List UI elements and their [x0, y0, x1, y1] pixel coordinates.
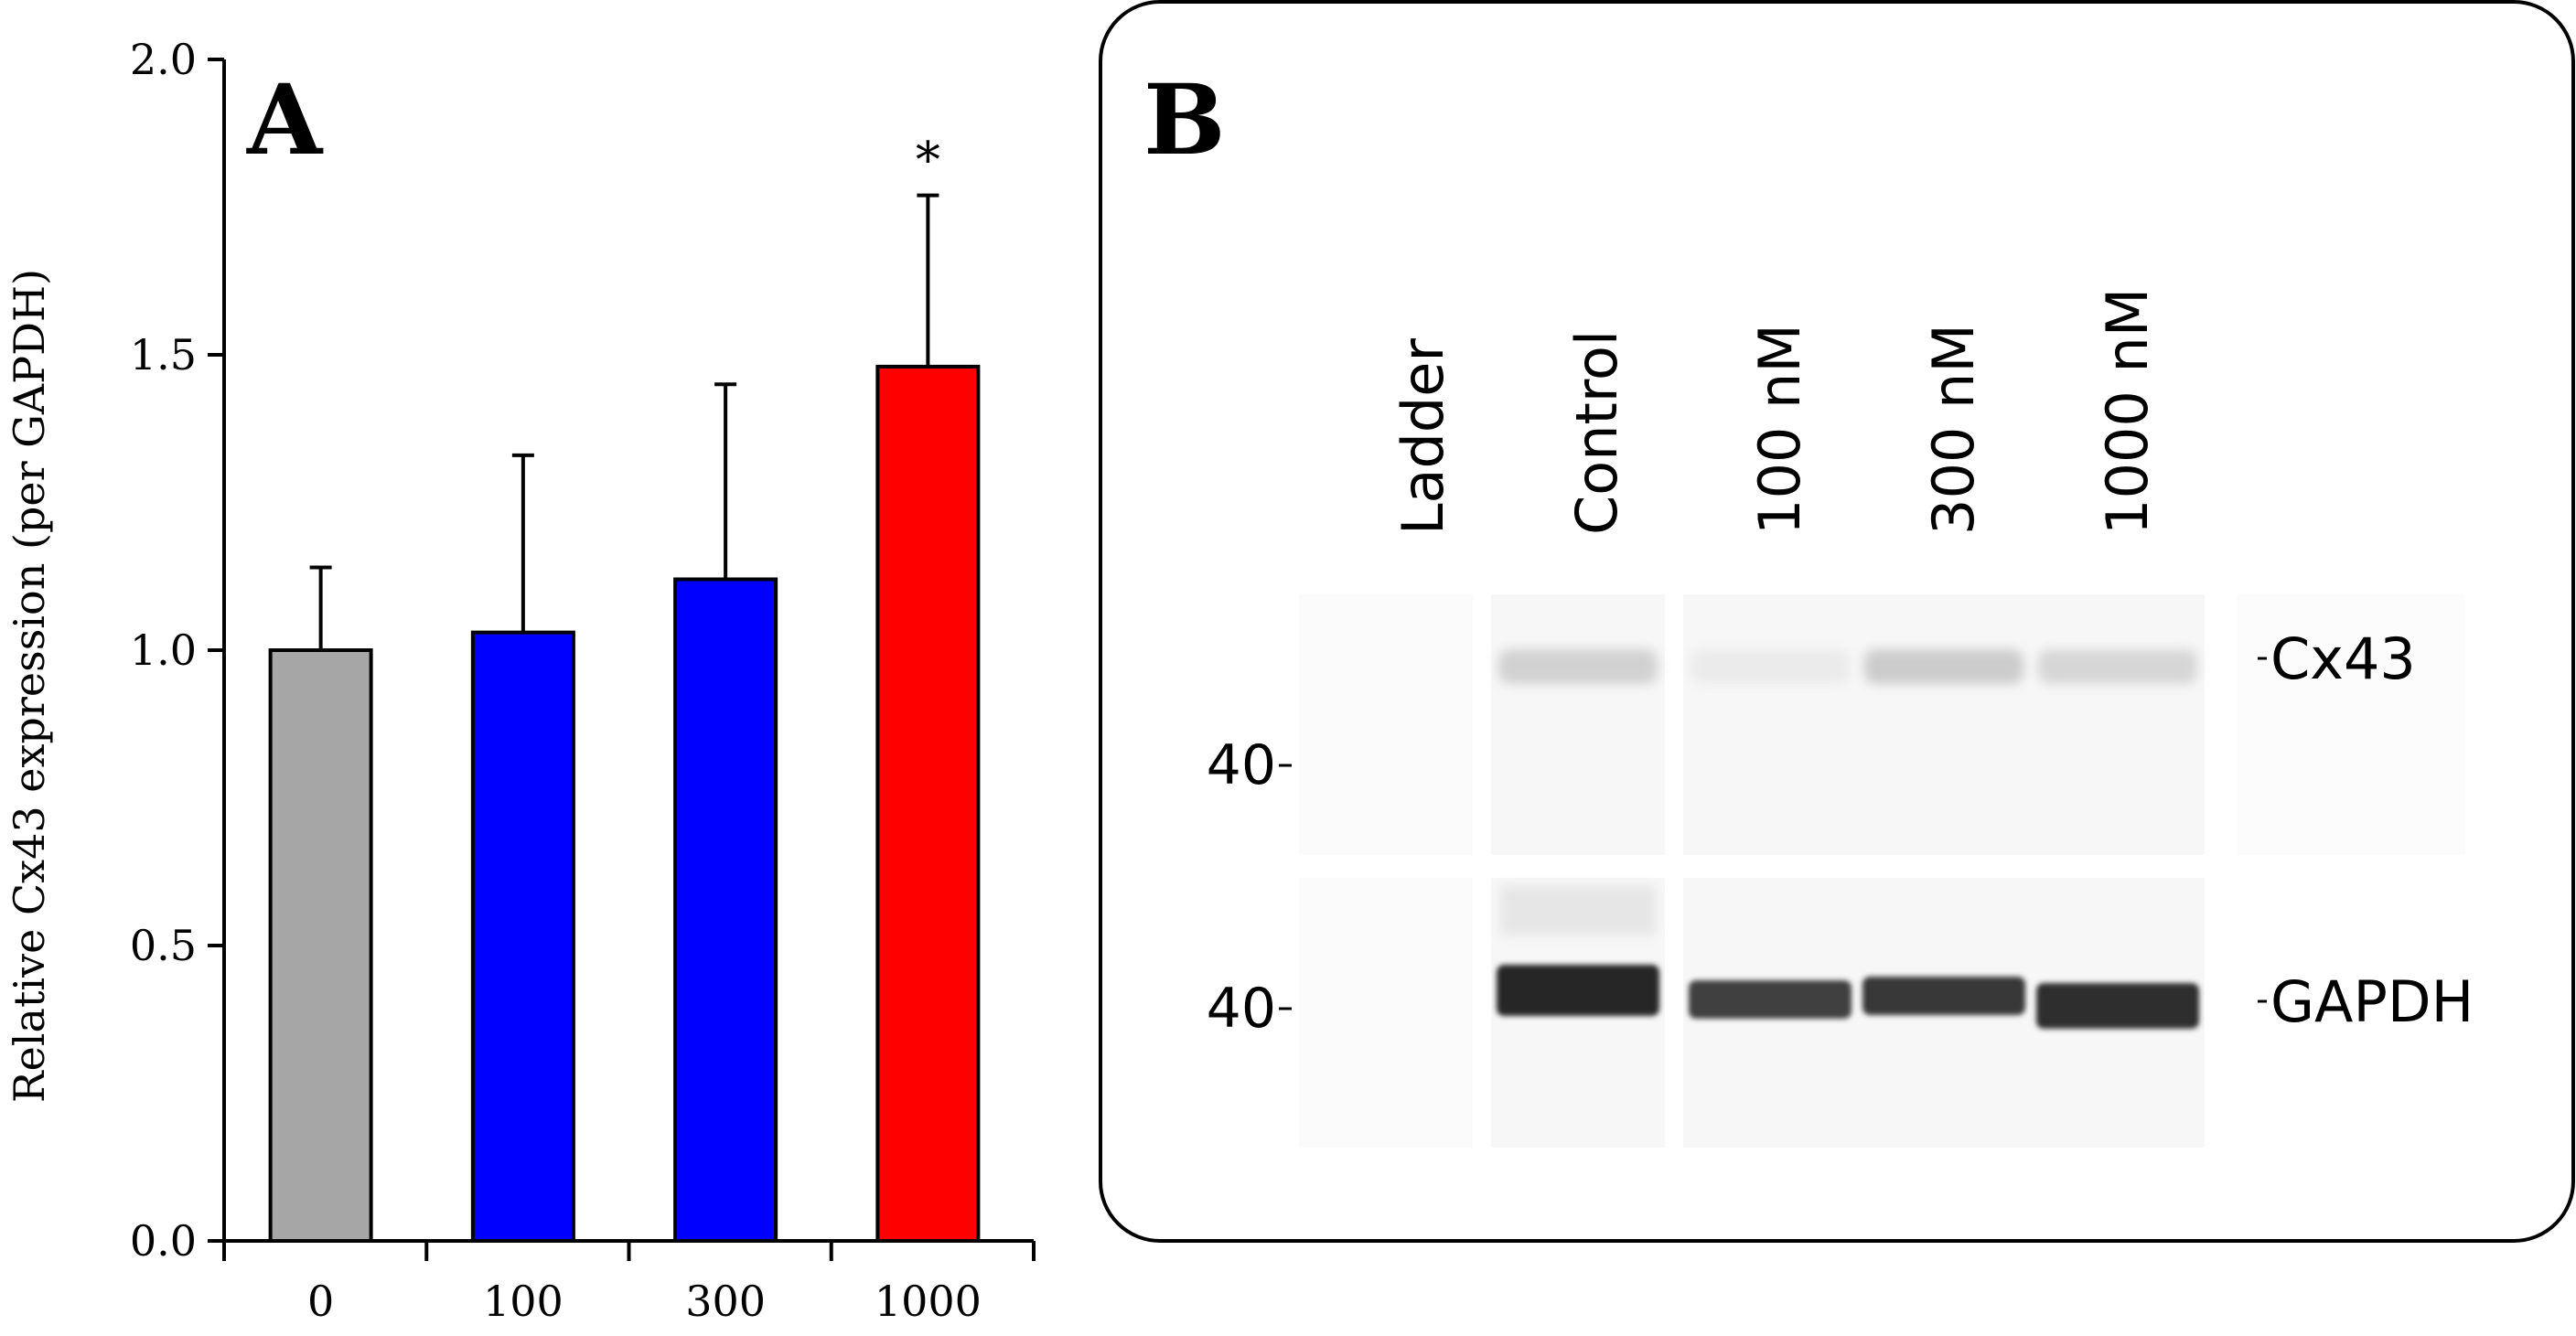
y-tick-label: 2.0 [130, 35, 197, 84]
y-tick-label: 0.5 [130, 921, 197, 970]
significance-marker: * [916, 132, 940, 189]
y-tick-label: 0.0 [130, 1216, 197, 1266]
gapdh-band [1497, 965, 1659, 1016]
x-tick-label: 100 [483, 1277, 564, 1326]
lane-background [1491, 594, 1665, 855]
lane-label: 1000 nM [2094, 288, 2161, 535]
lane-label: Ladder [1390, 338, 1456, 535]
x-tick-label: 300 [685, 1277, 766, 1326]
cx43-band [1498, 649, 1658, 684]
panel-b-label: B [1143, 62, 1226, 176]
panel-b-blot: B Ladder Control 100 nM 300 nM 1000 nM 40 40 Cx… [1099, 0, 2575, 1243]
bar-chart-bars: 0 100 300 1000 * [268, 132, 982, 1326]
bar-1000 [875, 364, 981, 1244]
lane-background [2237, 594, 2465, 855]
x-tick-label: 0 [307, 1277, 334, 1326]
bar-0 [268, 648, 373, 1243]
blot-lanes: Ladder Control 100 nM 300 nM 1000 nM 40 40 Cx43… [1207, 288, 2474, 1148]
gapdh-band [1862, 977, 2025, 1015]
cx43-band [1690, 649, 1850, 684]
lane-label: Control [1563, 330, 1630, 535]
lane-label: 100 nM [1746, 324, 1813, 535]
y-tick-label: 1.5 [130, 330, 197, 379]
bar-100 [470, 630, 575, 1243]
bar-300 [673, 577, 778, 1243]
lane-background [1857, 594, 2031, 855]
panel-a-bar-chart: A Relative Cx43 expression (per GAPDH) 0… [5, 35, 1036, 1326]
x-tick-label: 1000 [875, 1277, 982, 1326]
marker-label: 40 [1207, 733, 1276, 797]
lane-background [1299, 878, 1473, 1148]
cx43-band [2038, 649, 2197, 684]
y-axis-label: Relative Cx43 expression (per GAPDH) [5, 269, 54, 1103]
lane-background [2031, 594, 2205, 855]
gapdh-band [1689, 980, 1852, 1019]
lane-label: 300 nM [1920, 324, 1987, 535]
cx43-band [1864, 649, 2023, 684]
y-tick-label: 1.0 [130, 625, 197, 675]
band-label: Cx43 [2270, 625, 2416, 692]
gapdh-band [2036, 983, 2199, 1029]
marker-label: 40 [1207, 977, 1276, 1041]
panel-a-label: A [246, 62, 324, 176]
lane-background [1299, 594, 1473, 855]
band-label: GAPDH [2270, 968, 2474, 1035]
lane-background [1683, 594, 1857, 855]
control-smear [1500, 885, 1656, 935]
